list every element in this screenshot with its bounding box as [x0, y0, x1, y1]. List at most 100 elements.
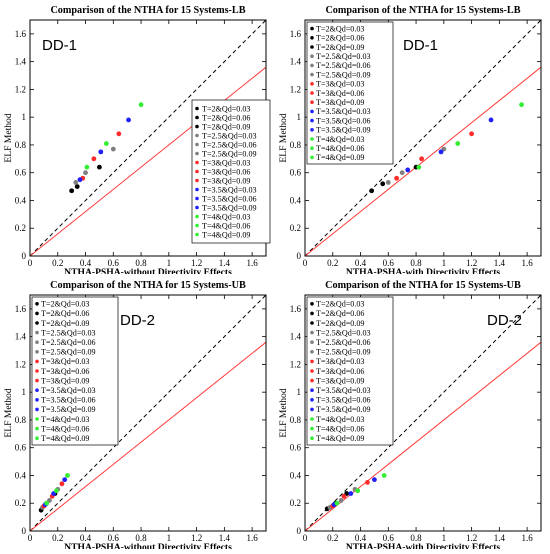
chart-panel-lb-with-directivity: Comparison of the NTHA for 15 Systems-LB… [275, 0, 550, 278]
data-point [469, 131, 474, 137]
chart-svg: Comparison of the NTHA for 15 Systems-LB… [3, 5, 271, 278]
y-tick-label: 1.6 [290, 304, 302, 314]
legend-marker [35, 369, 39, 373]
data-point [488, 117, 494, 123]
legend-marker [310, 369, 314, 373]
x-tick-label: 1.6 [246, 533, 258, 543]
data-point [348, 491, 354, 496]
legend-entry: T=3.5&Qd=0.09 [41, 405, 96, 414]
legend-entry: T=2.5&Qd=0.09 [316, 70, 371, 79]
data-point [110, 146, 116, 152]
legend-box [31, 296, 119, 446]
data-point [438, 149, 444, 155]
x-tick-label: 0 [28, 533, 33, 543]
legend-entry: T=2.5&Qd=0.06 [202, 140, 257, 149]
x-tick-label: 0.4 [355, 533, 367, 543]
legend-entry: T=3.5&Qd=0.03 [41, 386, 96, 395]
reference-lines [30, 20, 266, 256]
x-tick-label: 0.2 [52, 533, 63, 543]
red-reference-line [30, 341, 266, 531]
legend-marker [310, 359, 314, 364]
legend-marker [310, 350, 314, 354]
y-tick-label: 1.4 [15, 332, 27, 342]
legend-entry: T=4&Qd=0.03 [316, 415, 364, 424]
legend-marker [195, 214, 199, 219]
data-point [405, 167, 411, 173]
legend-entry: T=3.5&Qd=0.06 [316, 396, 371, 405]
x-tick-label: 1.2 [191, 258, 202, 268]
x-tick-label: 0.8 [410, 533, 422, 543]
legend-marker [310, 91, 314, 95]
y-tick-label: 1.6 [15, 304, 27, 314]
legend-marker [310, 302, 314, 306]
legend-marker [195, 232, 199, 237]
y-tick-label: 1.4 [290, 57, 302, 67]
legend-marker [35, 426, 39, 431]
legend-entry: T=3&Qd=0.03 [316, 357, 364, 366]
legend-marker [310, 340, 314, 344]
legend-entry: T=3.5&Qd=0.09 [316, 126, 371, 135]
legend-entry: T=4&Qd=0.06 [202, 221, 250, 230]
data-point [519, 102, 524, 108]
legend-entry: T=2.5&Qd=0.03 [316, 52, 371, 61]
legend-entry: T=4&Qd=0.06 [316, 144, 364, 153]
panel-annotation: DD-2 [120, 312, 155, 329]
legend-marker [195, 205, 199, 210]
y-axis-label: ELF Method [3, 388, 14, 438]
plot-frame [304, 19, 542, 257]
data-point [381, 473, 387, 478]
legend-marker [35, 359, 39, 364]
x-tick-label: 0.4 [80, 258, 92, 268]
x-tick-label: 1.2 [191, 533, 202, 543]
legend-entry: T=2&Qd=0.06 [316, 34, 364, 43]
x-tick-label: 1 [442, 533, 447, 543]
x-tick-label: 1.6 [521, 258, 533, 268]
y-tick-label: 1.4 [290, 332, 302, 342]
legend-marker [310, 109, 314, 114]
data-point [77, 177, 83, 183]
plot-frame [29, 294, 267, 532]
y-tick-label: 1.6 [290, 29, 302, 39]
data-point [385, 180, 391, 185]
legend-entry: T=3&Qd=0.06 [202, 167, 250, 176]
legend-entry: T=2.5&Qd=0.09 [316, 348, 371, 357]
data-point [53, 488, 59, 494]
y-tick-label: 1.2 [290, 359, 301, 369]
data-point [91, 156, 97, 162]
legend-entry: T=4&Qd=0.03 [316, 135, 364, 144]
legend-marker [195, 160, 199, 165]
legend-marker [195, 169, 199, 174]
chart-panel-ub-with-directivity: Comparison of the NTHA for 15 Systems-UB… [275, 275, 550, 553]
legend-entry: T=2&Qd=0.03 [202, 104, 250, 113]
legend-marker [35, 388, 39, 392]
chart-svg: Comparison of the NTHA for 15 Systems-LB… [278, 5, 542, 278]
y-tick-label: 0.2 [15, 498, 26, 508]
y-tick-label: 0 [297, 526, 302, 536]
legend-entry: T=2.5&Qd=0.09 [202, 149, 257, 158]
x-tick-label: 0.4 [355, 258, 367, 268]
legend-marker [310, 100, 314, 104]
x-tick-label: 0.6 [108, 258, 120, 268]
red-reference-line [305, 341, 541, 531]
data-point [62, 477, 68, 483]
red-reference-line [305, 66, 541, 256]
y-axis-label: ELF Method [278, 388, 289, 438]
legend-entry: T=4&Qd=0.09 [202, 230, 250, 239]
y-tick-label: 1.2 [290, 84, 301, 94]
reference-lines [305, 20, 541, 256]
data-point [83, 170, 88, 176]
legend-entry: T=2&Qd=0.09 [316, 43, 364, 52]
legend-marker [310, 26, 314, 31]
y-tick-label: 0 [22, 526, 27, 536]
x-tick-label: 1.4 [219, 258, 231, 268]
legend-marker [310, 417, 314, 421]
legend-marker [310, 118, 314, 123]
y-tick-label: 1 [297, 387, 302, 397]
y-tick-label: 0.2 [15, 223, 26, 233]
panel-annotation: DD-1 [42, 37, 77, 54]
y-tick-label: 0.8 [15, 140, 27, 150]
legend-entry: T=2&Qd=0.03 [316, 300, 364, 309]
legend-box [191, 99, 271, 244]
legend-marker [195, 178, 199, 183]
